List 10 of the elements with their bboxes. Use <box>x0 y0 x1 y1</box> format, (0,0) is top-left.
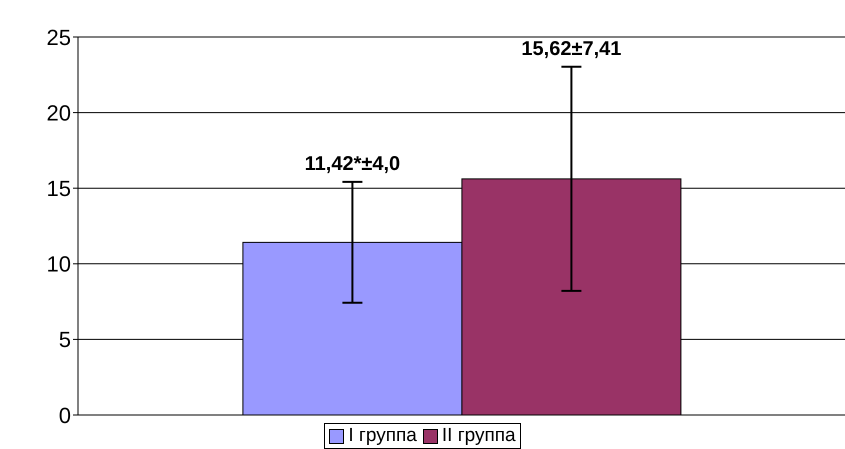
y-tick-label: 10 <box>46 252 71 277</box>
legend-label: II группа <box>440 425 516 447</box>
y-tick-label: 15 <box>46 176 71 202</box>
y-tick-label: 5 <box>58 327 71 352</box>
y-tick-label: 20 <box>46 100 71 126</box>
y-tick-label: 0 <box>58 402 71 428</box>
annotation: 15,62±7,41 <box>521 38 622 60</box>
y-tick-label: 25 <box>46 24 71 50</box>
annotation: 11,42*±4,0 <box>304 152 400 175</box>
legend-label: I группа <box>347 425 417 447</box>
